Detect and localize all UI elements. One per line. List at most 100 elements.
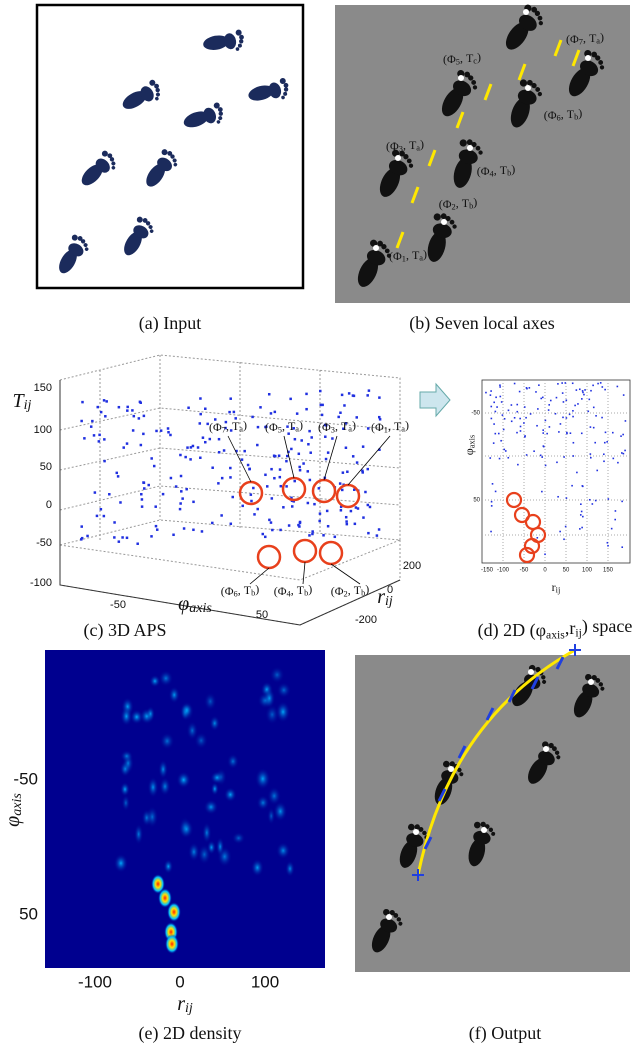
caption-f: (f) Output <box>469 1023 541 1044</box>
scatter-dot <box>572 455 575 457</box>
scatter-dot <box>189 458 192 461</box>
density-blob <box>147 776 159 798</box>
text-part: ) <box>473 195 477 209</box>
density-blob <box>159 732 175 750</box>
scatter-dot <box>351 394 355 397</box>
subscript: ij <box>575 626 582 639</box>
scatter-dot <box>554 412 557 415</box>
density-blob <box>179 819 194 839</box>
text-part: , T <box>460 51 474 65</box>
scatter-dot <box>234 417 237 420</box>
scatter-dot <box>577 403 579 405</box>
scatter-dot <box>541 456 543 458</box>
scatter-dot <box>169 433 172 437</box>
pointer <box>283 435 295 479</box>
scatter-dot <box>338 482 342 485</box>
scatter-dot <box>568 413 571 416</box>
scatter-dot <box>498 457 501 460</box>
scatter-dot <box>361 471 364 474</box>
scatter-dot <box>290 505 294 508</box>
scatter-dot <box>346 470 349 474</box>
scatter-dot <box>339 411 342 414</box>
subscript: 3 <box>399 144 403 153</box>
scatter-dot <box>318 512 322 515</box>
scatter-dot <box>169 476 173 480</box>
scatter-dot <box>500 401 503 403</box>
text-part: (Φ <box>439 197 452 211</box>
scatter-dot <box>305 392 308 396</box>
subscript: b <box>251 588 255 597</box>
axis-mark <box>423 836 433 850</box>
scatter-dot <box>589 453 592 455</box>
scatter-dot <box>525 454 528 456</box>
scatter-dot <box>603 460 605 463</box>
scatter-dot <box>571 484 573 487</box>
scatter-dot <box>214 418 217 421</box>
scatter-dot <box>264 535 267 539</box>
subscript: ij <box>185 1001 193 1016</box>
scatter-dot <box>267 392 271 396</box>
axis-mark <box>530 676 540 690</box>
text-part: (Φ <box>318 420 331 434</box>
scatter-dot <box>578 388 581 391</box>
scatter-dot <box>524 435 526 437</box>
scatter-dot <box>321 403 324 407</box>
scatter-dot <box>377 528 381 531</box>
scatter-dot <box>503 418 506 420</box>
scatter-dot <box>217 437 221 441</box>
highlight-circle <box>335 483 361 509</box>
scatter-dot <box>563 456 565 458</box>
scatter-dot <box>546 432 548 435</box>
subscript: 1 <box>384 425 388 434</box>
scatter-dot <box>273 476 276 480</box>
scatter-dot <box>547 409 550 411</box>
scatter-dot <box>493 423 495 425</box>
scatter-dot <box>186 446 189 449</box>
scatter-dot <box>313 502 316 506</box>
scatter-dot <box>607 544 609 547</box>
scatter-dot <box>582 391 584 394</box>
text-part: (Φ <box>221 584 234 598</box>
density-blob <box>158 759 168 780</box>
scatter-dot <box>624 449 626 452</box>
density-blob <box>256 795 270 811</box>
scatter-dot <box>311 532 314 536</box>
scatter-dot <box>622 433 624 436</box>
scatter-dot <box>256 507 259 511</box>
scatter-dot <box>95 514 99 518</box>
scatter-dot <box>557 383 559 385</box>
scatter-dot <box>222 449 226 452</box>
scatter-dot <box>519 425 522 428</box>
scatter-dot <box>588 398 591 401</box>
density-peak <box>167 902 181 922</box>
scatter-dot <box>264 473 267 477</box>
scatter-dot <box>566 431 568 434</box>
text-part: , T <box>456 196 470 210</box>
scatter-dot <box>318 519 321 523</box>
scatter-dot <box>603 453 605 456</box>
density-blob <box>158 670 174 687</box>
scatter-dot <box>298 525 301 528</box>
scatter-dot <box>507 409 510 412</box>
scatter-dot <box>147 483 150 487</box>
scatter-dot <box>251 415 254 419</box>
scatter-dot <box>250 499 253 503</box>
density-blob <box>120 706 133 727</box>
label: (Φ6, Tb) <box>544 106 583 123</box>
scatter-dot <box>355 416 358 419</box>
highlight-circle <box>518 546 536 564</box>
scatter-dot <box>285 454 289 458</box>
scatter-dot <box>574 404 576 407</box>
scatter-dot <box>354 506 358 509</box>
scatter-dot <box>544 419 547 422</box>
toe-dot <box>543 746 549 752</box>
pointer <box>347 435 391 486</box>
scatter-dot <box>152 464 156 468</box>
scatter-dot <box>620 435 622 437</box>
scatter-dot <box>142 432 145 436</box>
density-blob <box>120 750 134 763</box>
density-blob <box>210 782 219 796</box>
scatter-dot <box>614 510 617 512</box>
scatter-dot <box>347 392 351 395</box>
scatter-dot <box>589 426 592 428</box>
